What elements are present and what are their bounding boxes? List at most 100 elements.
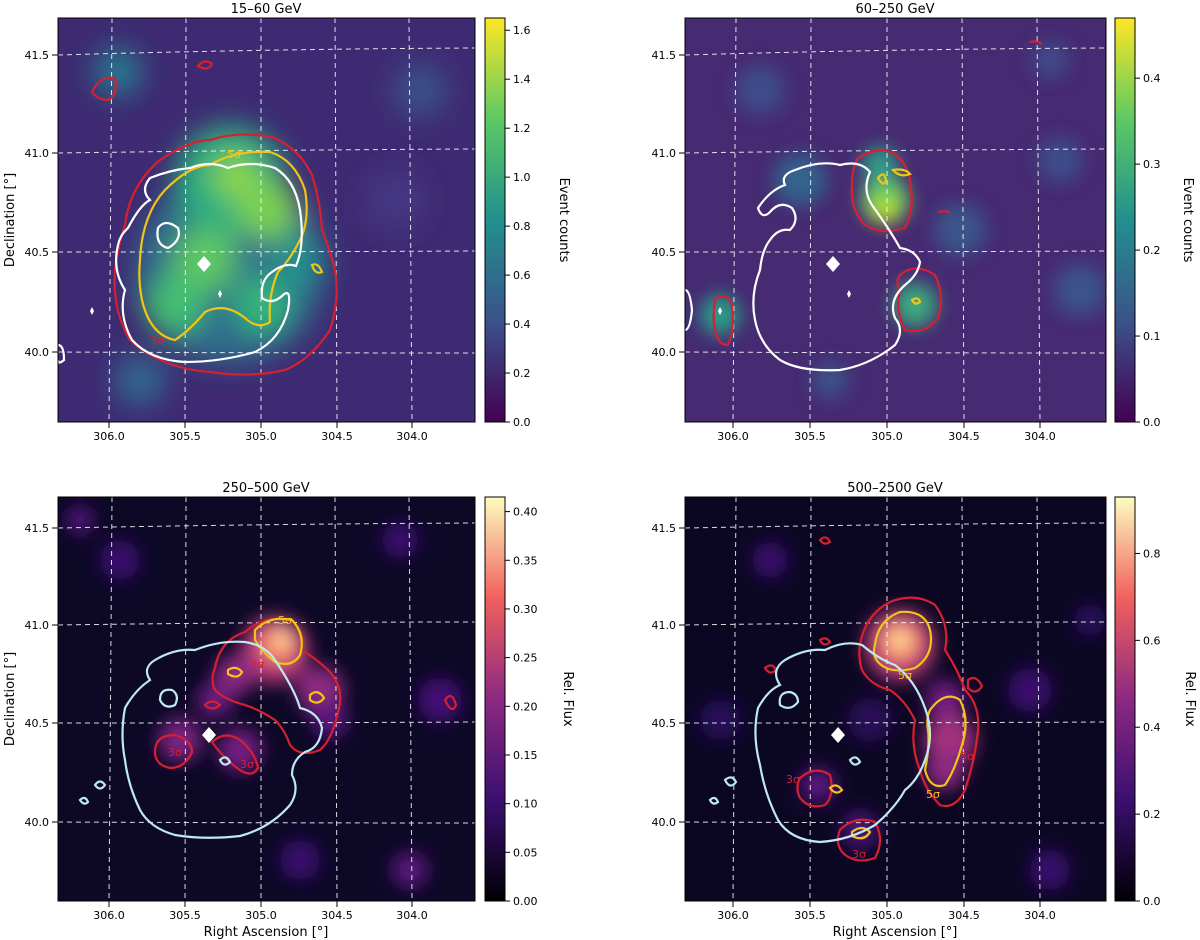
- y-tick-label: 40.5: [652, 717, 677, 730]
- cyan-small-contour: [93, 780, 107, 790]
- red-3sigma-contour: [153, 733, 194, 770]
- x-tick-label: 305.0: [245, 909, 277, 922]
- cyan-small-contour: [78, 796, 90, 805]
- colorbar-tick-label: 0.8: [513, 220, 531, 233]
- x-tick-label: 304.0: [396, 430, 428, 443]
- contour-label-5sigma: 5σ: [278, 614, 292, 627]
- red-3sigma-contour: [210, 734, 260, 775]
- red-small-contour-2: [196, 60, 214, 70]
- y-tick-label: 40.5: [25, 246, 50, 259]
- y-tick-label: 41.0: [25, 619, 50, 632]
- y-tick-label: 40.0: [652, 346, 677, 359]
- red-small-contour: [90, 76, 117, 102]
- contour-label-3sigma: 3σ: [250, 658, 264, 671]
- x-tick-label: 304.5: [321, 430, 353, 443]
- y-tick-label: 40.0: [25, 816, 50, 829]
- source-diamond-icon: [826, 256, 840, 272]
- colorbar-tick-label: 0.8: [1143, 547, 1161, 560]
- white-edge-contour: [685, 288, 694, 332]
- cyan-small-contour: [723, 776, 738, 787]
- panel-title: 500–2500 GeV: [847, 481, 943, 496]
- colorbar-tick-label: 0.10: [513, 798, 538, 811]
- contour-label-3sigma: 3σ: [240, 758, 254, 771]
- colorbar-tick-label: 0.1: [1143, 330, 1161, 343]
- x-tick-label: 304.0: [1024, 430, 1056, 443]
- x-ticks: 306.0 305.5 305.0 304.5 304.0: [93, 422, 428, 443]
- y-tick-label: 41.0: [25, 147, 50, 160]
- contours: [58, 60, 338, 376]
- contours: [685, 40, 1043, 372]
- panel-title: 60–250 GeV: [856, 2, 935, 17]
- red-small-contour: [443, 694, 458, 711]
- red-3sigma-contour: [836, 818, 882, 862]
- y-ticks: 41.5 41.0 40.5 40.0: [25, 49, 58, 359]
- white-shell-contour: [752, 162, 922, 372]
- grid: [685, 497, 1106, 901]
- grid: [685, 18, 1106, 422]
- colorbar-label: Event counts: [1180, 178, 1195, 263]
- colorbar-tick-label: 0.3: [1143, 158, 1161, 171]
- colorbar-tick-label: 0.0: [513, 416, 531, 429]
- yellow-5sigma-contour: [828, 784, 844, 794]
- yellow-5sigma-contour: [308, 691, 326, 704]
- y-tick-label: 40.5: [652, 246, 677, 259]
- x-tick-label: 306.0: [717, 430, 749, 443]
- yellow-5sigma-contour: [876, 173, 888, 185]
- x-ticks: 306.0 305.5 305.0 304.5 304.0: [717, 901, 1056, 922]
- red-small-contour: [203, 700, 222, 710]
- colorbar-tick-label: 1.4: [513, 73, 531, 86]
- x-tick-label: 305.5: [794, 430, 826, 443]
- source-diamond-icon: [831, 727, 845, 743]
- yellow-5sigma-contour: [923, 695, 967, 788]
- x-tick-label: 305.5: [169, 909, 201, 922]
- y-tick-label: 41.5: [652, 49, 677, 62]
- small-source-icon: [218, 290, 222, 298]
- y-tick-label: 40.5: [25, 717, 50, 730]
- axes-frame: [684, 17, 1107, 423]
- panel-15-60: 15–60 GeV: [3, 2, 571, 443]
- yellow-5sigma-contour: [910, 297, 922, 305]
- cyan-small-contour: [218, 756, 232, 766]
- panel-250-500: 250–500 GeV: [3, 481, 575, 940]
- colorbar-label: Rel. Flux: [1182, 671, 1197, 727]
- small-source-icon: [90, 307, 94, 315]
- axes-frame: [57, 17, 476, 423]
- x-tick-label: 306.0: [717, 909, 749, 922]
- red-3sigma-contour: [896, 267, 942, 333]
- red-small-contour: [818, 536, 832, 545]
- red-3sigma-contour: [796, 769, 833, 808]
- colorbar-tick-label: 0.30: [513, 603, 538, 616]
- colorbar-tick-label: 0.05: [513, 846, 538, 859]
- colorbar-tick-label: 0.00: [513, 895, 538, 908]
- colorbar-tick-label: 0.35: [513, 554, 538, 567]
- y-axis-label: Declination [°]: [3, 652, 18, 746]
- contour-label-3sigma: 3σ: [960, 750, 974, 763]
- x-axis-label: Right Ascension [°]: [833, 925, 958, 940]
- colorbar-tick-label: 0.2: [1143, 808, 1161, 821]
- x-tick-label: 305.0: [871, 909, 903, 922]
- panel-60-250: 60–250 GeV: [652, 2, 1196, 443]
- x-axis-label: Right Ascension [°]: [204, 925, 329, 940]
- y-axis-label: Declination [°]: [3, 173, 18, 267]
- y-tick-label: 41.0: [652, 619, 677, 632]
- axes-frame: [57, 496, 476, 902]
- source-markers: [831, 727, 845, 743]
- axes-frame: [684, 496, 1107, 902]
- colorbar-tick-label: 0.6: [513, 269, 531, 282]
- x-tick-label: 304.0: [1024, 909, 1056, 922]
- y-tick-label: 40.0: [652, 816, 677, 829]
- colorbar-tick-label: 0.0: [1143, 895, 1161, 908]
- x-tick-label: 305.5: [169, 430, 201, 443]
- source-diamond-icon: [202, 727, 216, 743]
- grid: [58, 18, 475, 422]
- y-tick-label: 40.0: [25, 346, 50, 359]
- y-ticks: 41.5 41.0 40.5 40.0: [25, 522, 58, 829]
- colorbar-tick-label: 0.6: [1143, 634, 1161, 647]
- colorbar: 0.0 0.1 0.2 0.3 0.4 Event counts: [1114, 17, 1195, 429]
- colorbar-tick-label: 0.2: [513, 367, 531, 380]
- cyan-small-contour: [708, 796, 720, 805]
- x-ticks: 306.0 305.5 305.0 304.5 304.0: [717, 422, 1056, 443]
- colorbar-tick-label: 0.40: [513, 506, 538, 519]
- yellow-5sigma-contour: [226, 666, 244, 678]
